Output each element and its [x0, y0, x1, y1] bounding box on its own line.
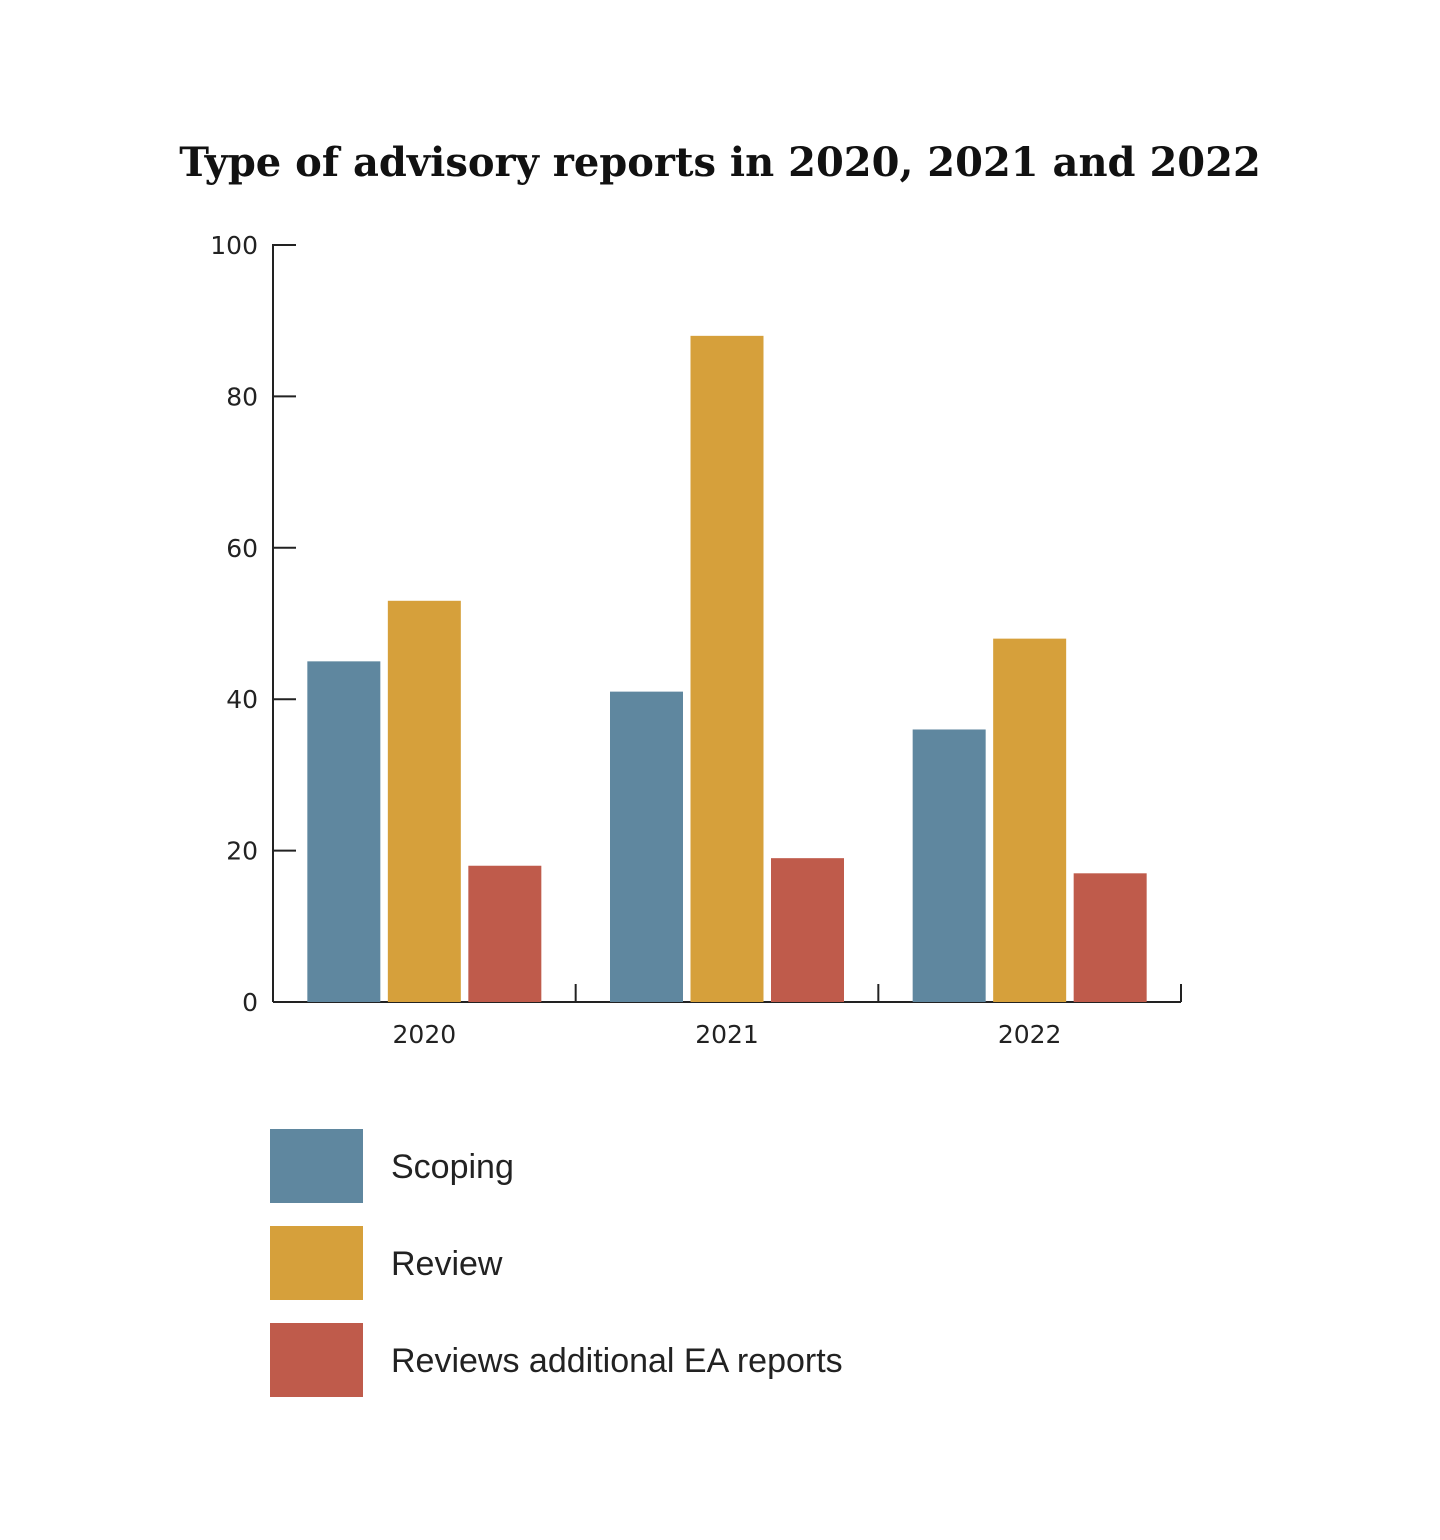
legend-swatch — [270, 1226, 363, 1300]
y-tick-label: 20 — [226, 837, 258, 866]
bar-review-2021 — [690, 335, 764, 1003]
bar-review-2020 — [387, 600, 461, 1002]
y-tick-label: 80 — [226, 382, 258, 411]
y-tick-label: 40 — [226, 685, 258, 714]
x-tick-label: 2020 — [393, 1020, 457, 1049]
y-tick-label: 100 — [210, 231, 258, 260]
legend-label: Scoping — [391, 1148, 514, 1186]
legend-label: Review — [391, 1245, 503, 1283]
x-tick-label: 2021 — [695, 1020, 759, 1049]
bar-scoping-2020 — [307, 661, 381, 1002]
chart-title: Type of advisory reports in 2020, 2021 a… — [179, 139, 1261, 186]
bar-reviews-additional-ea-reports-2020 — [468, 865, 542, 1002]
y-tick-label: 0 — [242, 988, 258, 1017]
legend-swatch — [270, 1323, 363, 1397]
bar-scoping-2021 — [610, 691, 683, 1002]
legend-swatch — [270, 1129, 363, 1203]
bar-reviews-additional-ea-reports-2021 — [771, 858, 844, 1002]
bar-scoping-2022 — [912, 729, 986, 1002]
y-tick-label: 60 — [226, 534, 258, 563]
plot-area: 0 20 40 60 80 100 2020 2021 2022 — [210, 231, 1182, 1049]
bar-reviews-additional-ea-reports-2022 — [1073, 873, 1147, 1002]
bar-review-2022 — [993, 638, 1067, 1002]
legend: Scoping Review Reviews additional EA repor… — [270, 1129, 843, 1397]
x-tick-label: 2022 — [998, 1020, 1062, 1049]
legend-label: Reviews additional EA reports — [391, 1342, 843, 1380]
